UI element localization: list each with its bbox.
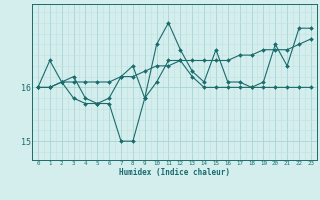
X-axis label: Humidex (Indice chaleur): Humidex (Indice chaleur) xyxy=(119,168,230,177)
